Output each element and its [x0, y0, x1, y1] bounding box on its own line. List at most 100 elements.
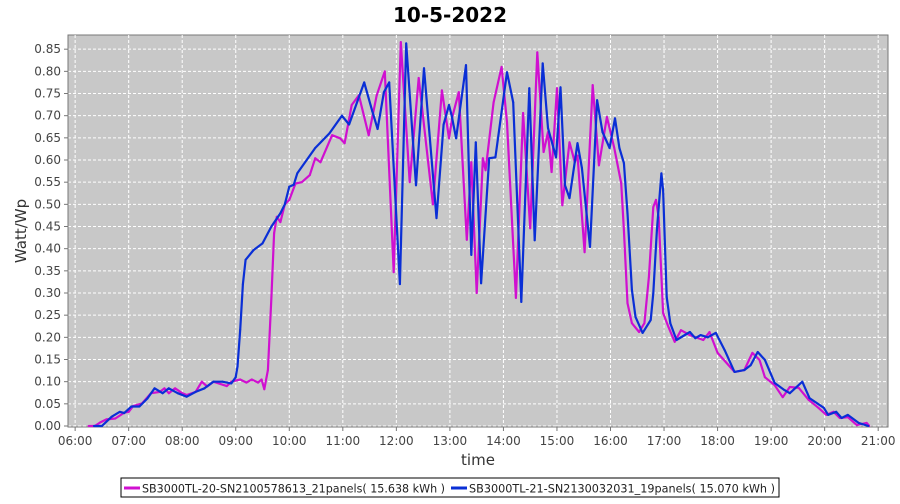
- data-point: [260, 378, 263, 381]
- data-point: [279, 221, 282, 224]
- data-point: [475, 292, 478, 295]
- data-point: [512, 101, 515, 104]
- y-tick-label: 0.70: [34, 109, 61, 123]
- data-point: [331, 134, 334, 137]
- data-point: [655, 229, 658, 232]
- data-point: [733, 370, 736, 373]
- y-tick-label: 0.75: [34, 87, 61, 101]
- data-point: [596, 99, 599, 102]
- data-point: [423, 67, 426, 70]
- data-point: [679, 329, 682, 332]
- data-point: [300, 181, 303, 184]
- data-point: [455, 137, 458, 140]
- data-point: [665, 295, 668, 298]
- data-point: [675, 338, 678, 341]
- data-point: [492, 101, 495, 104]
- data-point: [514, 296, 517, 299]
- data-point: [234, 376, 237, 379]
- data-point: [239, 378, 242, 381]
- data-point: [605, 116, 608, 119]
- data-point: [702, 338, 705, 341]
- data-point: [474, 141, 477, 144]
- data-point: [756, 350, 759, 353]
- data-point: [613, 117, 616, 120]
- data-point: [655, 198, 658, 201]
- data-point: [649, 319, 652, 322]
- data-point: [652, 292, 655, 295]
- data-point: [161, 392, 164, 395]
- data-point: [163, 387, 166, 390]
- data-point: [597, 164, 600, 167]
- data-point: [328, 132, 331, 135]
- data-point: [252, 249, 255, 252]
- x-tick-label: 14:00: [486, 434, 521, 448]
- data-point: [522, 112, 525, 115]
- x-tick-label: 09:00: [218, 434, 253, 448]
- data-point: [840, 417, 843, 420]
- data-point: [470, 253, 473, 256]
- data-point: [236, 365, 239, 368]
- data-point: [414, 184, 417, 187]
- data-point: [194, 390, 197, 393]
- data-point: [371, 110, 374, 113]
- y-tick-label: 0.50: [34, 197, 61, 211]
- data-point: [751, 351, 754, 354]
- data-point: [667, 326, 670, 329]
- y-axis: 0.00 0.05 0.10 0.15 0.20 0.25 0.30 0.35 0.40 0.45…: [34, 35, 69, 433]
- data-point: [781, 396, 784, 399]
- data-point: [620, 182, 623, 185]
- data-point: [399, 41, 402, 44]
- x-tick-label: 17:00: [647, 434, 682, 448]
- data-point: [630, 288, 633, 291]
- data-point: [465, 238, 468, 241]
- data-point: [788, 385, 791, 388]
- y-tick-label: 0.05: [34, 397, 61, 411]
- data-point: [576, 142, 579, 145]
- data-point: [494, 156, 497, 159]
- y-tick-label: 0.10: [34, 375, 61, 389]
- data-point: [221, 380, 224, 383]
- data-point: [797, 386, 800, 389]
- data-point: [652, 206, 655, 209]
- y-tick-label: 0.85: [34, 42, 61, 56]
- data-point: [773, 384, 776, 387]
- series-2: [92, 42, 870, 428]
- data-point: [450, 114, 453, 117]
- x-tick-label: 07:00: [111, 434, 146, 448]
- x-tick-label: 11:00: [326, 434, 361, 448]
- data-point: [261, 242, 264, 245]
- x-tick-label: 19:00: [754, 434, 789, 448]
- data-point: [694, 337, 697, 340]
- data-point: [87, 425, 90, 427]
- data-point: [350, 104, 353, 107]
- data-point: [127, 410, 130, 413]
- data-point: [529, 227, 532, 230]
- data-point: [563, 184, 566, 187]
- data-point: [481, 157, 484, 160]
- data-point: [865, 421, 868, 424]
- data-point: [846, 413, 849, 416]
- data-point: [541, 62, 544, 65]
- data-point: [250, 378, 253, 381]
- data-point: [435, 217, 438, 220]
- data-point: [788, 392, 791, 395]
- data-point: [547, 127, 550, 130]
- data-point: [580, 166, 583, 169]
- data-point: [561, 204, 564, 207]
- data-point: [308, 174, 311, 177]
- data-point: [314, 157, 317, 160]
- data-point: [388, 81, 391, 84]
- data-point: [783, 389, 786, 392]
- data-point: [817, 406, 820, 409]
- x-tick-label: 20:00: [807, 434, 842, 448]
- data-point: [225, 385, 228, 388]
- data-point: [367, 134, 370, 137]
- data-point: [662, 189, 665, 192]
- data-point: [99, 421, 102, 424]
- data-point: [174, 387, 177, 390]
- data-point: [773, 381, 776, 384]
- data-point: [550, 170, 553, 173]
- x-axis: 06:00 07:00 08:00 09:00 10:00 11:00 12:00 13:00…: [58, 426, 895, 448]
- x-tick-label: 10:00: [272, 434, 307, 448]
- data-point: [480, 282, 483, 285]
